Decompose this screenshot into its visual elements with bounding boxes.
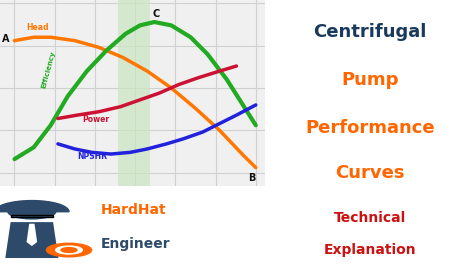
Text: A: A	[2, 34, 10, 44]
Text: NPSHR: NPSHR	[77, 152, 107, 161]
Text: HardHat: HardHat	[101, 203, 166, 217]
Text: Explanation: Explanation	[323, 243, 416, 257]
Text: Efficiency: Efficiency	[41, 50, 57, 89]
Text: Pump: Pump	[341, 71, 399, 89]
Circle shape	[61, 248, 77, 252]
Text: Head: Head	[27, 23, 49, 32]
Text: Performance: Performance	[305, 119, 435, 137]
Polygon shape	[5, 222, 58, 258]
Text: Power: Power	[82, 115, 109, 124]
Circle shape	[56, 246, 82, 254]
Text: Curves: Curves	[335, 164, 404, 182]
Text: Centrifugal: Centrifugal	[313, 23, 427, 41]
Circle shape	[46, 243, 91, 257]
Bar	[118, 0, 150, 186]
Text: Technical: Technical	[334, 211, 406, 225]
Wedge shape	[0, 201, 69, 212]
Circle shape	[8, 205, 56, 219]
Text: C: C	[152, 9, 159, 19]
Polygon shape	[27, 224, 37, 246]
FancyBboxPatch shape	[10, 214, 53, 217]
Text: Engineer: Engineer	[101, 237, 171, 251]
Text: B: B	[248, 173, 256, 183]
